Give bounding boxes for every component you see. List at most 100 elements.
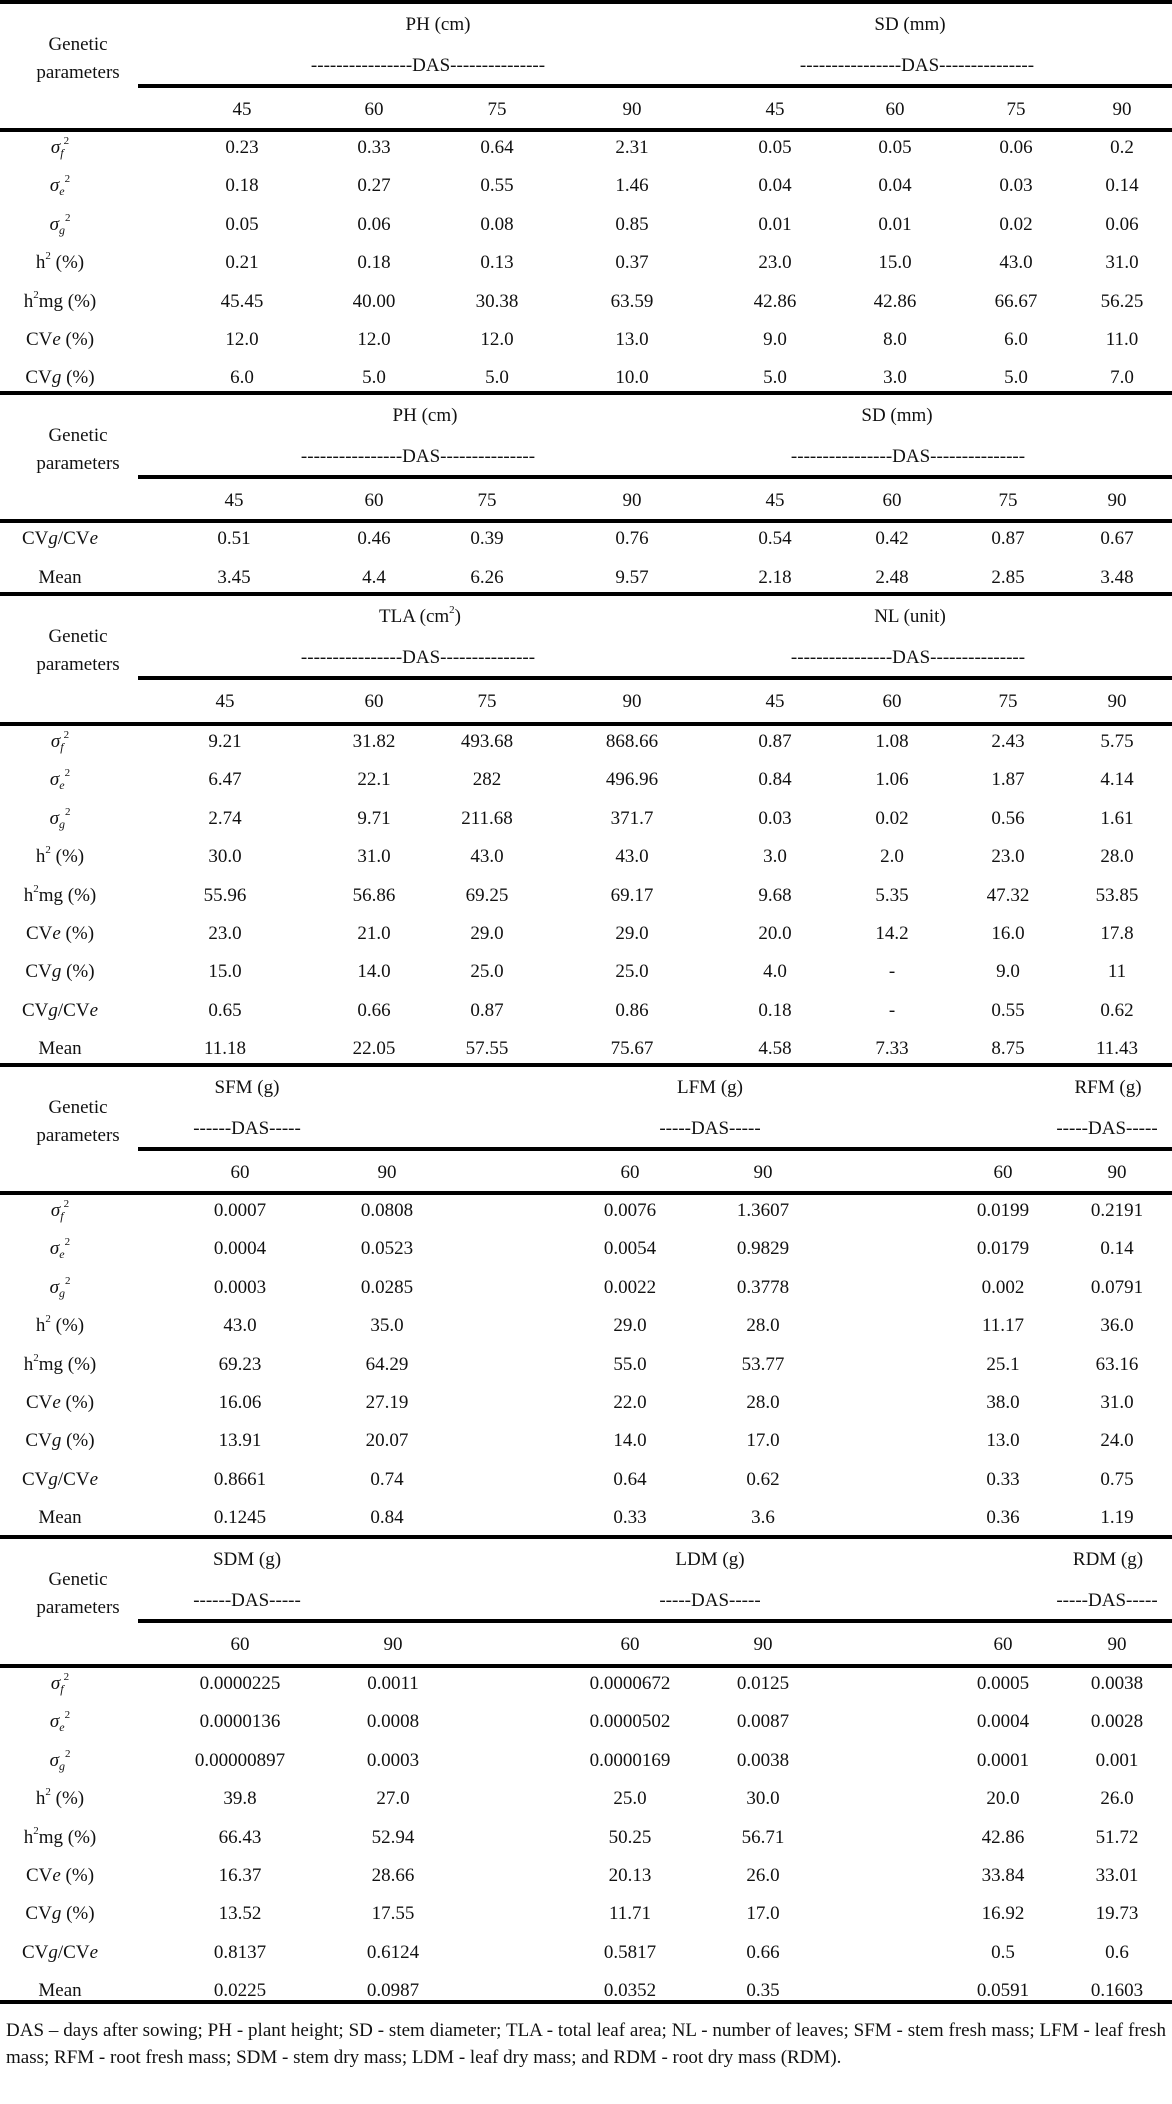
table-cell: 0.1245 [213,1507,267,1529]
row-label: Mean [38,1980,82,2002]
row-label: σg2 [50,212,71,236]
das-label: -----DAS----- [659,1118,761,1139]
table-cell: 56.71 [741,1826,785,1848]
table-cell: 27.0 [376,1788,410,1810]
column-header-das-60: 60 [364,691,384,712]
table-cell: 0.0352 [603,1980,657,2002]
header-bottom-rule [0,1191,1172,1195]
row-label: CVe (%) [25,1392,95,1413]
table-cell: 0.04 [878,175,912,197]
table-cell: 868.66 [605,731,659,752]
table-cell: 0.8661 [213,1468,267,1490]
table-cell: 0.18 [225,175,259,197]
column-header-das-60: 60 [882,691,902,712]
table-cell: 27.19 [365,1392,409,1413]
das-label: -----DAS----- [659,1590,761,1611]
table-cell: 5.0 [485,367,509,389]
table-cell: 0.04 [758,175,792,197]
table-cell: 0.05 [758,137,792,158]
table-cell: 43.0 [615,846,649,868]
table-cell: 0.87 [991,528,1025,549]
group-title: PH (cm) [392,405,458,426]
table-cell: 20.0 [758,923,792,944]
table-cell: 0.13 [480,252,514,274]
table-cell: 30.38 [475,290,519,312]
table-cell: 0.01 [758,213,792,235]
column-header-das-90: 90 [377,1162,397,1183]
table-cell: 14.0 [357,961,391,983]
table-cell: 23.0 [758,252,792,274]
table-cell: 20.07 [365,1430,409,1452]
table-cell: 0.86 [615,999,649,1021]
table-cell: 0.00000897 [194,1749,286,1771]
das-label: ------DAS----- [193,1118,301,1139]
row-label: h2 (%) [35,1786,85,1810]
table-cell: 35.0 [370,1315,404,1337]
table-cell: 6.0 [1004,329,1028,350]
table-cell: 6.26 [470,566,504,588]
column-header-das-90: 90 [622,99,642,120]
table-cell: 0.39 [470,528,504,549]
table-cell: 56.25 [1100,290,1144,312]
table-cell: 6.0 [230,367,254,389]
column-header-das-60: 60 [364,490,384,511]
column-header-das-60: 60 [230,1634,250,1655]
table-cell: 16.92 [981,1903,1025,1925]
table-cell: 0.3778 [736,1276,790,1298]
header-divider [138,676,1172,680]
column-header-das-75: 75 [477,490,497,511]
group-title: NL (unit) [874,606,946,627]
header-genetic-parameters: Genetic parameters [36,425,120,474]
table-cell: 0.0591 [976,1980,1030,2002]
table-cell: 11.0 [1105,329,1139,350]
table-cell: 0.84 [758,769,792,791]
italic-subscript: e [89,1941,99,1963]
row-label: h2mg (%) [23,1351,97,1375]
das-label: ----------------DAS--------------- [790,647,1026,668]
das-label: -----DAS----- [1056,1118,1158,1139]
column-header-das-45: 45 [765,490,785,511]
table-cell: 0.55 [991,999,1025,1021]
column-header-das-60: 60 [882,490,902,511]
table-cell: 5.35 [875,884,909,906]
table-cell: 0.0523 [360,1238,414,1260]
column-header-das-60: 60 [620,1634,640,1655]
table-cell: 31.0 [357,846,391,868]
table-cell: 1.87 [991,769,1025,791]
group-title: LDM (g) [675,1549,745,1570]
table-cell: 0.0022 [603,1276,657,1298]
table-cell: 0.55 [480,175,514,197]
table-cell: 57.55 [465,1038,509,1060]
row-label: CVe (%) [25,329,95,350]
column-header-das-45: 45 [232,99,252,120]
table-cell: 13.0 [615,329,649,350]
italic-subscript: g [48,999,58,1021]
table-cell: 0.64 [613,1468,647,1490]
table-cell: 28.0 [746,1392,780,1413]
column-header-das-90: 90 [753,1162,773,1183]
table-cell: 63.59 [610,290,654,312]
table-cell: 0.66 [746,1941,780,1963]
sigma-symbol: σg2 [49,1747,71,1773]
table-section-fresh-mass: Genetic parameters SFM (g) ------DAS----- 60… [0,1063,1172,1543]
group-title: SFM (g) [214,1077,280,1098]
table-cell: 23.0 [991,846,1025,868]
table-section-ph-sd-part1: Genetic parameters PH (cm) ----------------… [0,0,1172,403]
table-cell: 0.0285 [360,1276,414,1298]
table-cell: 0.35 [746,1980,780,2002]
sigma-symbol: σe2 [49,767,71,793]
table-cell: 7.0 [1110,367,1134,389]
row-label: CVg (%) [25,1903,95,1925]
column-header-das-75: 75 [487,99,507,120]
table-cell: 12.0 [357,329,391,350]
column-header-das-75: 75 [998,490,1018,511]
sigma-symbol: σe2 [49,1709,71,1735]
header-bottom-rule [0,519,1172,523]
table-cell: 0.62 [746,1468,780,1490]
table-cell: 1.08 [875,731,909,752]
table-cell: 0.0000136 [199,1711,281,1733]
table-cell: 8.75 [991,1038,1025,1060]
table-cell: - [888,961,896,983]
table-cell: 19.73 [1095,1903,1139,1925]
row-label: CVe (%) [25,923,95,944]
